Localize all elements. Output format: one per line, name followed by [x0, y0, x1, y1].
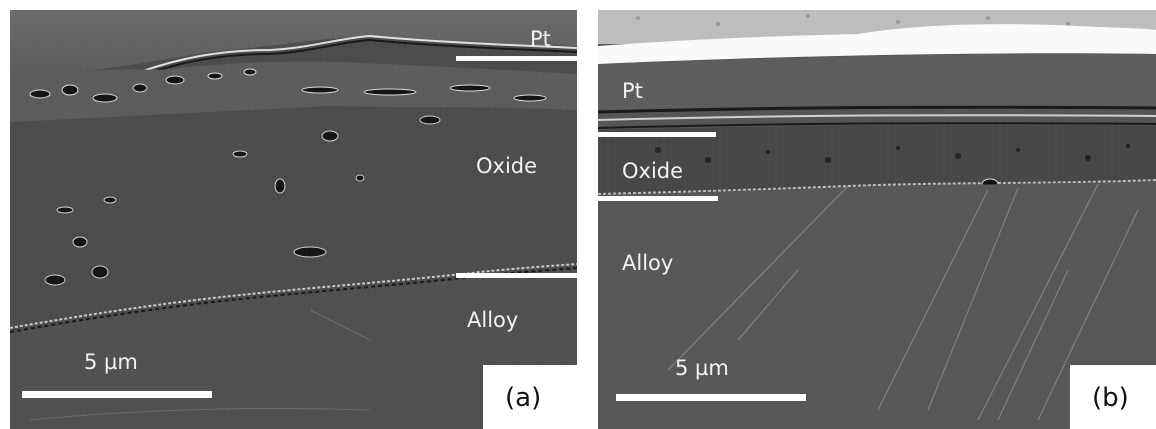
label-alloy: Alloy [467, 308, 519, 332]
micrograph-panel-a: Pt Oxide Alloy 5 µm (a) [10, 10, 577, 429]
scale-bar [22, 391, 212, 398]
boundary-line-pt-oxide [598, 132, 716, 137]
scale-bar-label: 5 µm [675, 356, 729, 380]
label-alloy: Alloy [622, 251, 674, 275]
sem-image-b [598, 10, 1156, 429]
label-oxide: Oxide [622, 159, 684, 183]
panel-label-box [1070, 365, 1156, 429]
boundary-line-oxide-alloy [456, 273, 577, 278]
scale-bar [616, 394, 806, 401]
scale-bar-label: 5 µm [84, 350, 138, 374]
sem-image-a [10, 10, 577, 429]
boundary-line-oxide-alloy [598, 196, 718, 201]
label-pt: Pt [622, 79, 643, 103]
panel-label: (a) [505, 383, 542, 413]
panel-label-box [483, 365, 577, 429]
label-oxide: Oxide [476, 154, 538, 178]
boundary-line-pt [456, 56, 577, 61]
micrograph-panel-b: Pt Oxide Alloy 5 µm (b) [598, 10, 1156, 429]
label-pt: Pt [530, 27, 551, 51]
panel-label: (b) [1092, 383, 1129, 413]
